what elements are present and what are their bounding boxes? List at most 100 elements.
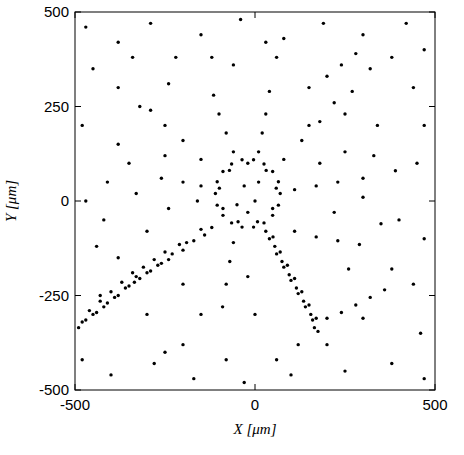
point	[153, 362, 156, 365]
point	[333, 101, 336, 104]
x-tick-label: 500	[422, 396, 447, 413]
point	[253, 313, 256, 316]
point	[167, 82, 170, 85]
point	[275, 186, 278, 189]
point	[252, 225, 255, 228]
point	[199, 184, 202, 187]
point	[239, 18, 242, 21]
y-tick	[75, 12, 81, 13]
point	[145, 313, 148, 316]
point	[117, 41, 120, 44]
point	[199, 158, 202, 161]
point	[361, 316, 364, 319]
point	[133, 281, 136, 284]
point	[262, 221, 265, 224]
x-tick-top	[255, 12, 256, 18]
point	[336, 239, 339, 242]
point	[307, 124, 310, 127]
point	[88, 309, 91, 312]
point	[268, 237, 271, 240]
point	[95, 245, 98, 248]
point	[311, 318, 314, 321]
point	[257, 180, 260, 183]
point	[117, 86, 120, 89]
y-tick	[75, 295, 81, 296]
point	[106, 301, 109, 304]
point	[307, 303, 310, 306]
y-tick-right	[429, 390, 435, 391]
y-tick-label: 250	[44, 98, 69, 115]
point	[225, 282, 228, 285]
chart: -5000500-500-2500250500X [μm]Y [μm]	[0, 0, 464, 455]
point	[412, 86, 415, 89]
point	[160, 262, 163, 265]
x-tick-label: -500	[60, 396, 90, 413]
point	[138, 105, 141, 108]
y-tick-right	[429, 295, 435, 296]
points	[77, 18, 426, 384]
point	[81, 320, 84, 323]
point	[230, 162, 233, 165]
point	[236, 220, 239, 223]
point	[295, 286, 298, 289]
point	[167, 258, 170, 261]
point	[228, 260, 231, 263]
point	[361, 196, 364, 199]
point	[379, 222, 382, 225]
point	[167, 207, 170, 210]
point	[293, 188, 296, 191]
point	[210, 226, 213, 229]
point	[333, 211, 336, 214]
point	[340, 311, 343, 314]
point	[325, 75, 328, 78]
point	[109, 290, 112, 293]
point	[225, 358, 228, 361]
point	[196, 199, 199, 202]
point	[316, 330, 319, 333]
point	[271, 235, 274, 238]
point	[351, 90, 354, 93]
point	[221, 170, 224, 173]
point	[127, 162, 130, 165]
y-tick	[75, 201, 81, 202]
point	[275, 56, 278, 59]
point	[261, 131, 264, 134]
point	[81, 124, 84, 127]
point	[181, 282, 184, 285]
point	[369, 296, 372, 299]
point	[325, 316, 328, 319]
point	[174, 56, 177, 59]
x-tick-top	[75, 12, 76, 18]
point	[84, 25, 87, 28]
point	[289, 279, 292, 282]
point	[390, 56, 393, 59]
y-tick-label: -500	[39, 381, 69, 398]
x-tick-top	[435, 12, 436, 18]
point	[415, 162, 418, 165]
point	[343, 150, 346, 153]
point	[243, 381, 246, 384]
point	[228, 169, 231, 172]
point	[221, 305, 224, 308]
point	[282, 37, 285, 40]
point	[77, 326, 80, 329]
point	[199, 313, 202, 316]
point	[289, 373, 292, 376]
point	[102, 305, 105, 308]
point	[271, 214, 274, 217]
point	[203, 233, 206, 236]
point	[149, 269, 152, 272]
point	[185, 241, 188, 244]
point	[423, 237, 426, 240]
point	[273, 245, 276, 248]
point	[354, 52, 357, 55]
point	[297, 292, 300, 295]
point	[135, 275, 138, 278]
point	[372, 154, 375, 157]
point	[117, 294, 120, 297]
point	[347, 267, 350, 270]
point	[232, 241, 235, 244]
point	[214, 192, 217, 195]
y-tick-right	[429, 12, 435, 13]
point	[376, 124, 379, 127]
